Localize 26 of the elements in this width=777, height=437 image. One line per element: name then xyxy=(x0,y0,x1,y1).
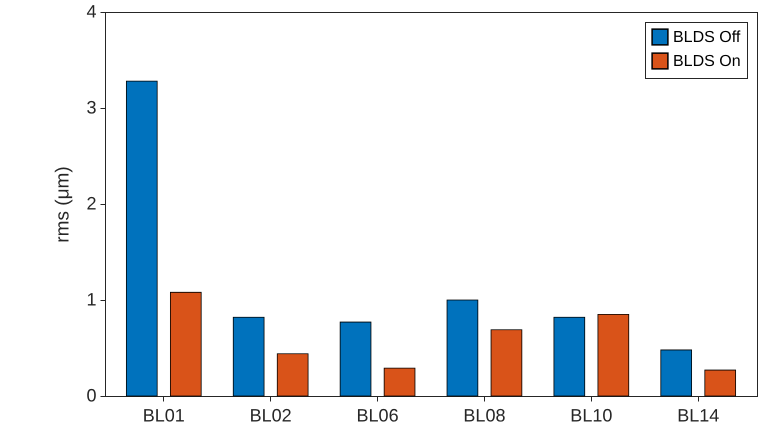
bar xyxy=(232,316,264,396)
bar xyxy=(126,80,158,396)
bar xyxy=(276,353,308,396)
bar xyxy=(446,300,478,396)
y-tick-label: 0 xyxy=(86,386,96,406)
x-tick-label: BL14 xyxy=(677,406,720,426)
x-tick-label: BL10 xyxy=(570,406,612,426)
y-tick-label: 3 xyxy=(86,98,96,118)
bar xyxy=(554,316,586,396)
bar xyxy=(384,368,416,396)
y-tick-label: 1 xyxy=(86,290,96,310)
bar xyxy=(660,350,692,396)
bar xyxy=(704,370,736,396)
y-tick-label: 4 xyxy=(86,2,96,22)
y-axis-title: rms (μm) xyxy=(52,166,74,243)
x-tick-label: BL06 xyxy=(356,406,399,426)
legend-label: BLDS On xyxy=(673,53,741,70)
bar xyxy=(490,329,522,396)
bar xyxy=(170,292,202,396)
x-tick-label: BL02 xyxy=(250,406,292,426)
bar xyxy=(598,314,630,396)
legend-label: BLDS Off xyxy=(673,29,741,46)
x-tick-label: BL01 xyxy=(142,406,185,426)
y-tick-label: 2 xyxy=(86,194,96,214)
x-tick-label: BL08 xyxy=(463,406,506,426)
bar xyxy=(340,322,372,396)
